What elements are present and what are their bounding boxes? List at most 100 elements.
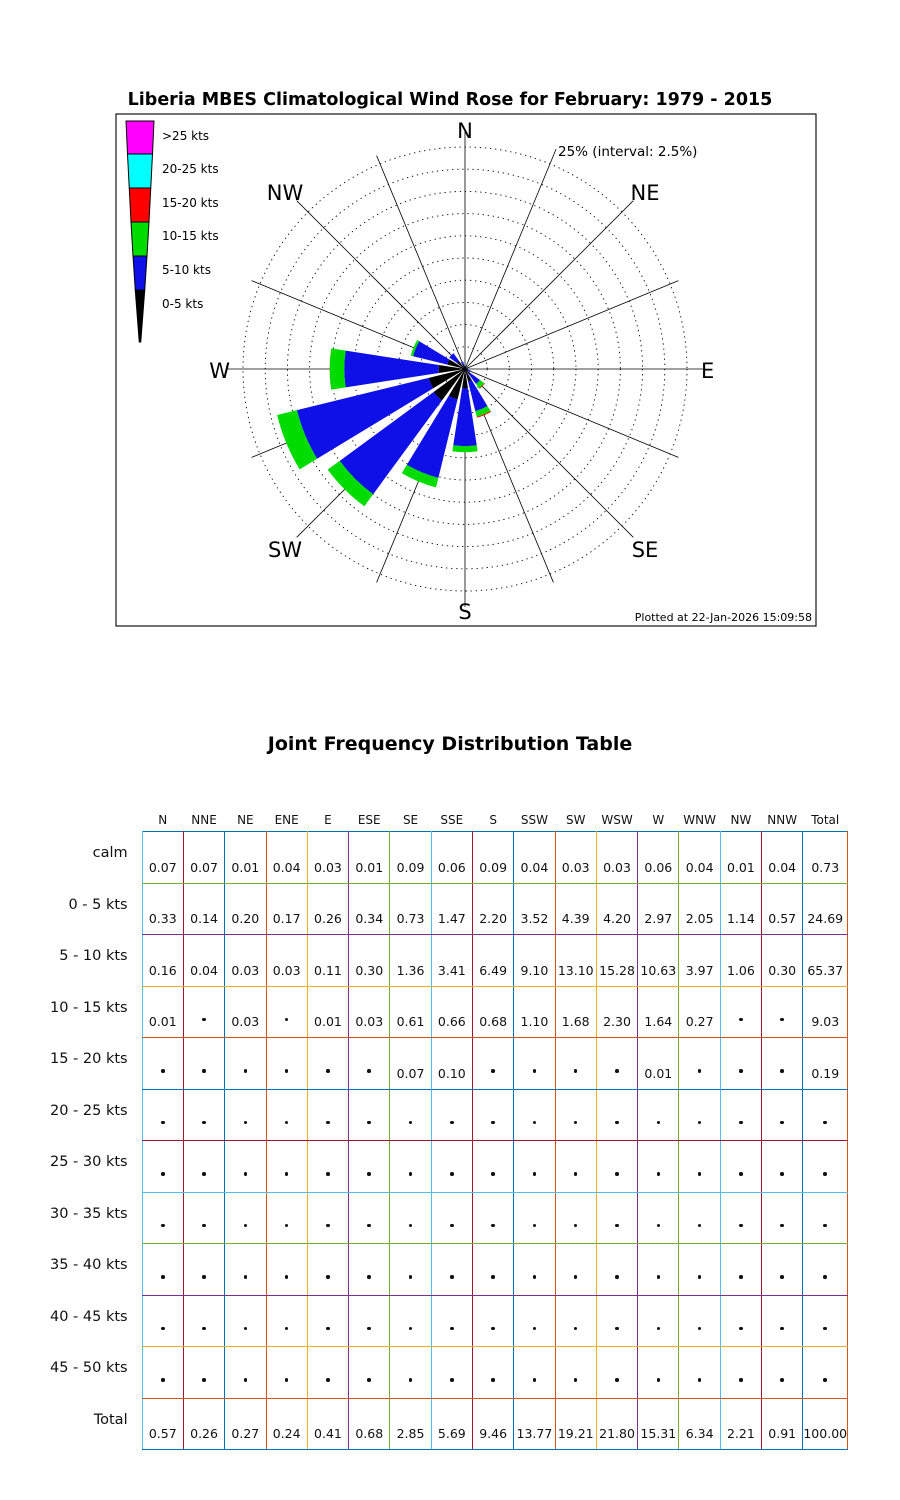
freq-cell: 0.57 xyxy=(761,883,804,935)
grid-spoke-nw xyxy=(296,200,466,370)
freq-cell: 2.20 xyxy=(472,883,515,935)
freq-cell: 0.01 xyxy=(141,986,184,1038)
petal-ne-10-15-kts xyxy=(466,367,467,368)
petal-ne-0-5-kts xyxy=(465,367,467,369)
freq-cell: 0.14 xyxy=(183,883,226,935)
near-zero-dot xyxy=(615,1326,619,1330)
freq-cell xyxy=(678,1037,721,1090)
near-zero-dot xyxy=(615,1172,619,1176)
freq-cell: 0.66 xyxy=(431,986,473,1038)
freq-cell xyxy=(141,1140,184,1193)
freq-cell xyxy=(183,1089,226,1141)
freq-cell xyxy=(761,1037,804,1090)
freq-cell xyxy=(802,1346,849,1399)
freq-cell xyxy=(761,1295,804,1347)
freq-cell xyxy=(472,1346,515,1399)
freq-cell xyxy=(555,1295,597,1347)
row-label: 25 - 30 kts xyxy=(50,1154,128,1171)
near-zero-dot xyxy=(573,1275,578,1279)
near-zero-dot xyxy=(161,1378,165,1382)
near-zero-dot xyxy=(739,1172,743,1176)
table-row: 30 - 35 kts xyxy=(50,1192,849,1244)
near-zero-dot xyxy=(739,1326,743,1330)
table-row: calm 0.07 0.07 0.01 0.04 0.03 0.01 0.09 0.06 0.09… xyxy=(50,831,849,884)
petal-s-10-15-kts xyxy=(452,445,478,453)
near-zero-dot xyxy=(656,1223,661,1227)
freq-cell xyxy=(802,1295,849,1347)
freq-cell xyxy=(183,1140,226,1193)
near-zero-dot xyxy=(615,1069,619,1073)
freq-cell: 15.31 xyxy=(637,1398,680,1450)
petal-nw-0-5-kts xyxy=(456,360,465,369)
column-header-se: SE xyxy=(402,813,419,827)
near-zero-dot xyxy=(367,1069,371,1073)
row-label: 5 - 10 kts xyxy=(59,948,128,965)
freq-cell: 0.68 xyxy=(348,1398,391,1450)
freq-cell xyxy=(389,1243,432,1296)
freq-cell: 15.28 xyxy=(596,934,639,987)
near-zero-dot xyxy=(573,1120,578,1124)
near-zero-dot xyxy=(615,1223,619,1227)
near-zero-dot xyxy=(367,1378,371,1382)
near-zero-dot xyxy=(491,1378,495,1382)
near-zero-dot xyxy=(656,1326,661,1330)
column-header-ssw: SSW xyxy=(520,813,548,827)
petal-e-0-5-kts xyxy=(465,368,468,370)
compass-label-nw: NW xyxy=(267,181,304,205)
freq-cell: 0.33 xyxy=(141,883,184,935)
near-zero-dot xyxy=(243,1223,248,1227)
petal-ene-0-5-kts xyxy=(465,368,467,369)
radial-scale-note: 25% (interval: 2.5%) xyxy=(558,144,697,160)
freq-cell: 0.06 xyxy=(431,831,473,884)
petal-e-5-10-kts xyxy=(467,368,469,370)
freq-cell xyxy=(678,1346,721,1399)
freq-cell xyxy=(678,1192,721,1244)
petal-ssw-5-10-kts xyxy=(406,395,458,478)
petal-ese-5-10-kts xyxy=(467,369,471,372)
freq-cell: 1.36 xyxy=(389,934,432,987)
near-zero-dot xyxy=(739,1017,743,1021)
row-label: 10 - 15 kts xyxy=(50,999,128,1016)
near-zero-dot xyxy=(780,1120,784,1124)
petal-wsw-5-10-kts xyxy=(296,377,434,459)
near-zero-dot xyxy=(491,1326,495,1330)
freq-cell xyxy=(307,1037,350,1090)
freq-cell xyxy=(183,1037,226,1090)
near-zero-dot xyxy=(450,1378,454,1382)
freq-cell xyxy=(183,1243,226,1296)
plot-border xyxy=(115,113,817,627)
freq-cell xyxy=(513,1243,556,1296)
near-zero-dot xyxy=(202,1275,206,1279)
grid-spoke-se xyxy=(464,368,634,538)
freq-cell: 0.19 xyxy=(802,1037,849,1090)
near-zero-dot xyxy=(202,1378,206,1382)
freq-cell: 0.91 xyxy=(761,1398,804,1450)
freq-cell: 13.10 xyxy=(555,934,597,987)
near-zero-dot xyxy=(739,1120,743,1124)
freq-cell xyxy=(141,1243,184,1296)
near-zero-dot xyxy=(367,1223,371,1227)
table-row: 25 - 30 kts xyxy=(50,1140,849,1193)
freq-cell xyxy=(596,1192,639,1244)
near-zero-dot xyxy=(780,1172,784,1176)
near-zero-dot xyxy=(243,1326,248,1330)
freq-cell: 65.37 xyxy=(802,934,849,987)
freq-cell: 0.03 xyxy=(224,986,267,1038)
freq-cell: 100.00 xyxy=(802,1398,849,1450)
freq-cell: 0.01 xyxy=(720,831,763,884)
compass-label-sw: SW xyxy=(268,538,302,562)
table-row: 0 - 5 kts 0.33 0.14 0.20 0.17 0.26 0.34 0.73 1.4… xyxy=(50,883,849,935)
petal-ese-10-15-kts xyxy=(469,370,471,373)
table-row: 15 - 20 kts 0.07 0.10 0.01 0.19 xyxy=(50,1037,849,1090)
freq-cell xyxy=(431,1089,473,1141)
near-zero-dot xyxy=(780,1326,784,1330)
freq-cell: 0.61 xyxy=(389,986,432,1038)
freq-cell xyxy=(637,1140,680,1193)
freq-cell: 6.34 xyxy=(678,1398,721,1450)
freq-cell xyxy=(266,1295,308,1347)
freq-cell: 0.04 xyxy=(266,831,308,884)
freq-cell: 0.26 xyxy=(183,1398,226,1450)
column-header-n: N xyxy=(158,813,168,827)
freq-cell xyxy=(472,1295,515,1347)
freq-cell: 0.30 xyxy=(348,934,391,987)
